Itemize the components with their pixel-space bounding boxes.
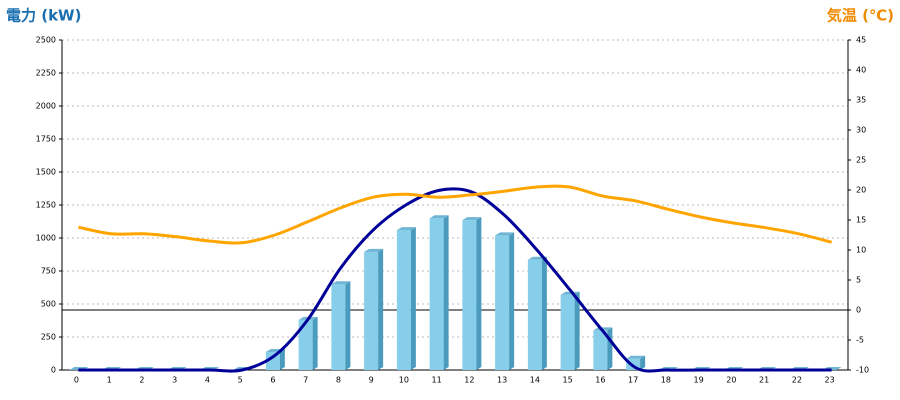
x-tick-label: 16: [595, 376, 605, 385]
x-tick-label: 20: [726, 376, 736, 385]
y2-tick-label: 30: [856, 126, 866, 135]
x-tick-label: 0: [74, 376, 79, 385]
bar: [593, 327, 613, 370]
y2-tick-label: 0: [856, 306, 861, 315]
y2-tick-label: 20: [856, 186, 866, 195]
y-tick-label: 0: [51, 366, 56, 375]
y2-tick-label: 10: [856, 246, 866, 255]
x-tick-label: 23: [825, 376, 835, 385]
x-tick-label: 8: [336, 376, 341, 385]
y2-tick-label: 5: [856, 276, 861, 285]
x-tick-label: 2: [139, 376, 144, 385]
x-tick-label: 4: [205, 376, 210, 385]
y-tick-label: 2250: [36, 69, 56, 78]
y-tick-label: 1000: [36, 234, 56, 243]
x-tick-label: 21: [759, 376, 769, 385]
y2-tick-label: 40: [856, 66, 866, 75]
x-tick-label: 11: [432, 376, 442, 385]
y-tick-label: 750: [41, 267, 56, 276]
y2-tick-label: -10: [856, 366, 869, 375]
bar: [298, 316, 318, 370]
line: [78, 184, 832, 245]
line: [78, 187, 832, 373]
x-tick-label: 9: [369, 376, 374, 385]
x-tick-label: 15: [563, 376, 573, 385]
x-tick-label: 1: [107, 376, 112, 385]
x-tick-label: 6: [270, 376, 275, 385]
y-tick-label: 1250: [36, 201, 56, 210]
x-tick-label: 5: [238, 376, 243, 385]
x-tick-label: 3: [172, 376, 177, 385]
x-tick-label: 17: [628, 376, 638, 385]
y2-tick-label: 15: [856, 216, 866, 225]
y2-tick-label: -5: [856, 336, 864, 345]
x-tick-label: 14: [530, 376, 540, 385]
bar: [265, 349, 285, 370]
bar: [364, 248, 384, 370]
y-tick-label: 2000: [36, 102, 56, 111]
y-tick-label: 1500: [36, 168, 56, 177]
bar: [495, 232, 515, 370]
y2-tick-label: 25: [856, 156, 866, 165]
bar: [429, 215, 449, 370]
y2-axis-title: 気温 (℃): [827, 7, 894, 25]
y2-tick-label: 35: [856, 96, 866, 105]
bar: [527, 256, 547, 370]
x-tick-label: 22: [792, 376, 802, 385]
bar: [560, 291, 580, 370]
y-tick-label: 1750: [36, 135, 56, 144]
x-tick-label: 19: [694, 376, 704, 385]
y-axis-title: 電力 (kW): [6, 7, 81, 25]
x-tick-label: 18: [661, 376, 671, 385]
x-tick-label: 13: [497, 376, 507, 385]
y-tick-label: 250: [41, 333, 56, 342]
bar: [331, 281, 351, 370]
x-tick-label: 7: [303, 376, 308, 385]
bar: [396, 227, 416, 370]
bar: [462, 217, 482, 370]
y-tick-label: 2500: [36, 36, 56, 45]
x-tick-label: 12: [464, 376, 474, 385]
y-tick-label: 500: [41, 300, 56, 309]
x-tick-label: 10: [399, 376, 409, 385]
y2-tick-label: 45: [856, 36, 866, 45]
